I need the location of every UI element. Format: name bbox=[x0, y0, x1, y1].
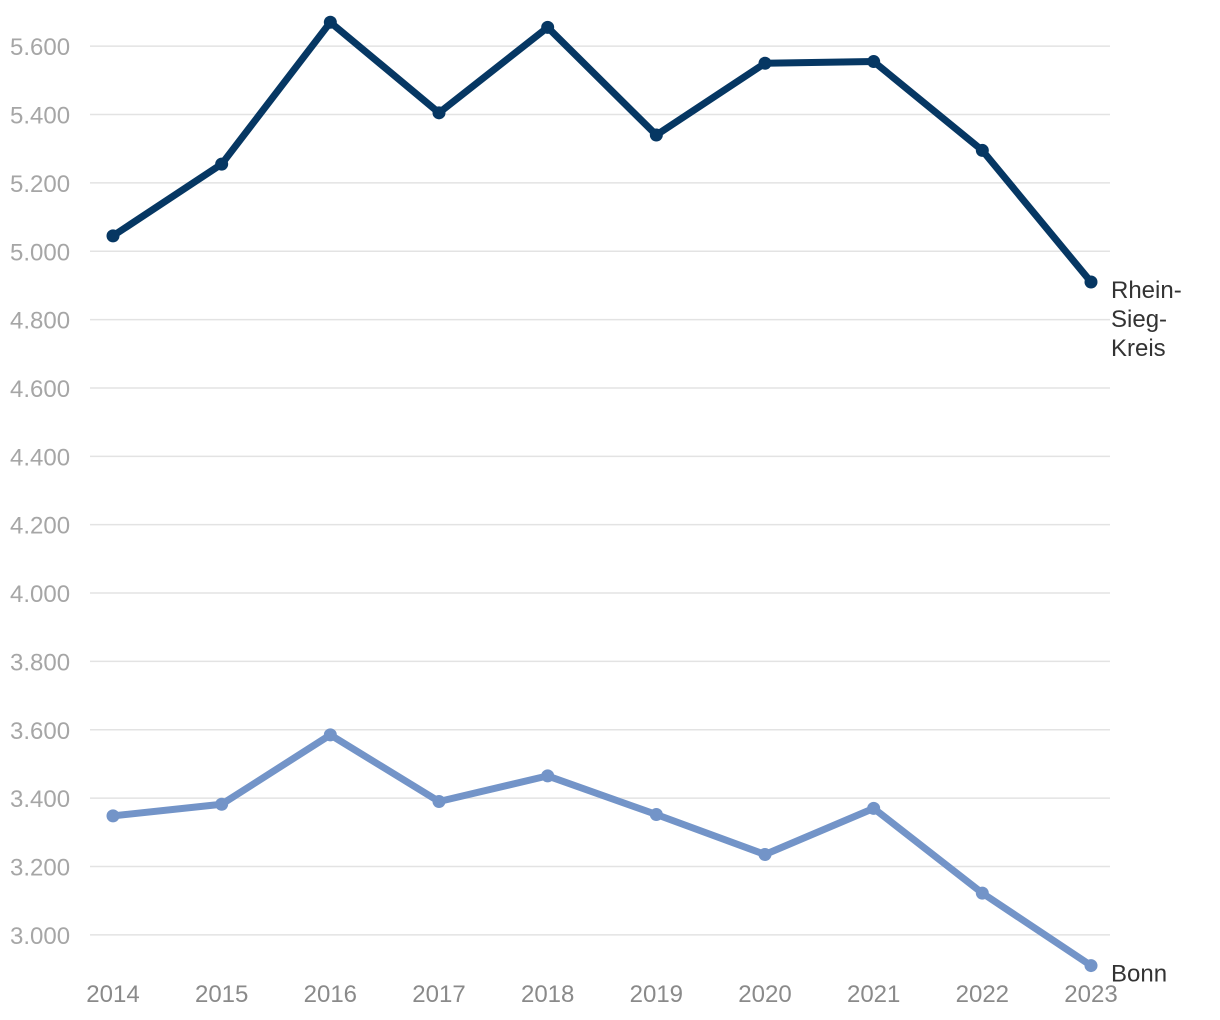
series-label-line: Bonn bbox=[1111, 961, 1167, 988]
data-point bbox=[975, 886, 989, 900]
x-axis-tick-labels: 2014 2015 2016 2017 2018 2019 2020 2021 2022 2023 bbox=[86, 981, 1117, 1008]
data-point bbox=[215, 157, 229, 171]
x-tick-label: 2017 bbox=[412, 981, 465, 1008]
y-tick-label: 4.400 bbox=[10, 444, 70, 471]
y-tick-label: 4.200 bbox=[10, 513, 70, 540]
x-tick-label: 2021 bbox=[847, 981, 900, 1008]
y-tick-label: 5.600 bbox=[10, 34, 70, 61]
x-tick-label: 2014 bbox=[86, 981, 139, 1008]
data-point bbox=[867, 801, 881, 815]
y-axis-tick-labels: 3.000 3.200 3.400 3.600 3.800 4.000 4.200 4.400… bbox=[10, 34, 70, 950]
series-line bbox=[109, 731, 1095, 970]
y-tick-label: 5.000 bbox=[10, 239, 70, 266]
x-tick-label: 2022 bbox=[956, 981, 1009, 1008]
y-tick-label: 5.200 bbox=[10, 171, 70, 198]
y-tick-label: 4.800 bbox=[10, 308, 70, 335]
data-point bbox=[758, 56, 772, 70]
x-tick-label: 2019 bbox=[630, 981, 683, 1008]
data-point bbox=[323, 728, 337, 742]
series-line bbox=[109, 18, 1095, 286]
data-point bbox=[215, 797, 229, 811]
series-label-line: Kreis bbox=[1111, 335, 1166, 362]
data-point bbox=[432, 106, 446, 120]
data-point bbox=[649, 808, 663, 822]
y-tick-label: 3.800 bbox=[10, 649, 70, 676]
data-point bbox=[106, 229, 120, 243]
y-tick-label: 3.200 bbox=[10, 854, 70, 881]
data-point bbox=[541, 20, 555, 34]
series-label: Bonn bbox=[1111, 961, 1167, 988]
series-label-line: Sieg- bbox=[1111, 306, 1167, 333]
x-tick-label: 2020 bbox=[738, 981, 791, 1008]
series-label: Rhein-Sieg-Kreis bbox=[1111, 277, 1182, 362]
data-point bbox=[649, 128, 663, 142]
grid-lines bbox=[90, 45, 1110, 936]
series-end-labels: Rhein-Sieg-Kreis Bonn bbox=[1111, 277, 1182, 988]
x-tick-label: 2016 bbox=[304, 981, 357, 1008]
data-point bbox=[1084, 959, 1098, 973]
data-point bbox=[1084, 275, 1098, 289]
x-tick-label: 2018 bbox=[521, 981, 574, 1008]
y-tick-label: 3.600 bbox=[10, 718, 70, 745]
data-point bbox=[867, 55, 881, 69]
series-label-line: Rhein- bbox=[1111, 277, 1182, 304]
y-tick-label: 4.000 bbox=[10, 581, 70, 608]
data-point bbox=[975, 143, 989, 157]
y-tick-label: 4.600 bbox=[10, 376, 70, 403]
y-tick-label: 3.000 bbox=[10, 923, 70, 950]
y-tick-label: 5.400 bbox=[10, 103, 70, 130]
y-tick-label: 3.400 bbox=[10, 786, 70, 813]
data-point bbox=[106, 809, 120, 823]
x-tick-label: 2015 bbox=[195, 981, 248, 1008]
data-point bbox=[323, 15, 337, 29]
x-tick-label: 2023 bbox=[1064, 981, 1117, 1008]
data-point bbox=[432, 795, 446, 809]
data-point bbox=[541, 769, 555, 783]
data-point bbox=[758, 848, 772, 862]
series-lines bbox=[106, 15, 1098, 973]
